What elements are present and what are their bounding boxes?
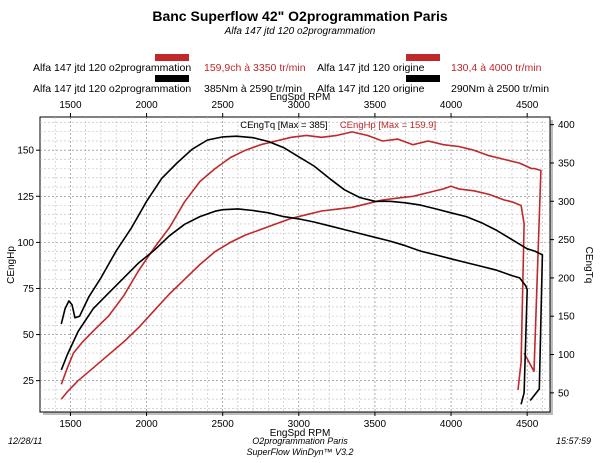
annotation-power-max: CEngHp [Max = 159.9] xyxy=(340,120,436,131)
y-right-tick-label: 200 xyxy=(558,273,575,284)
x-tick-label-top: 2500 xyxy=(212,100,235,111)
legend-left-value-1: 159,9ch à 3350 tr/min xyxy=(204,62,306,74)
footer-date: 12/28/11 xyxy=(8,436,43,446)
footer-time: 15:57:59 xyxy=(556,436,592,446)
series-line-4 xyxy=(60,208,529,405)
x-tick-label-top: 1500 xyxy=(59,100,82,111)
series-line-3 xyxy=(60,135,544,401)
legend-swatch-black-right xyxy=(406,75,440,82)
y-left-tick-label: 150 xyxy=(17,146,34,157)
chart-subtitle: Alfa 147 jtd 120 o2programmation xyxy=(224,26,376,37)
x-tick-label-bottom: 2500 xyxy=(212,419,235,430)
y-right-tick-label: 250 xyxy=(558,235,575,246)
plot-area xyxy=(39,116,551,413)
x-tick-label-top: 3000 xyxy=(288,100,311,111)
legend-left-name-2: Alfa 147 jtd 120 o2programmation xyxy=(33,83,192,95)
legend-swatch-black-left xyxy=(155,75,189,82)
x-tick-label-bottom: 4000 xyxy=(440,419,463,430)
x-tick-label-bottom: 3000 xyxy=(288,419,311,430)
x-tick-label-top: 4500 xyxy=(516,100,539,111)
y-left-tick-label: 50 xyxy=(23,330,35,341)
y-left-tick-label: 125 xyxy=(17,192,34,203)
x-tick-label-bottom: 3500 xyxy=(364,419,387,430)
annotation-torque-max: CEngTq [Max = 385] xyxy=(240,120,327,131)
legend-right-name-2: Alfa 147 jtd 120 origine xyxy=(317,83,425,95)
legend-left-value-2: 385Nm à 2590 tr/min xyxy=(204,83,303,95)
y-right-tick-label: 350 xyxy=(558,158,575,169)
legend-swatch-red-right xyxy=(406,54,440,61)
y-right-tick-label: 150 xyxy=(558,312,575,323)
chart-title: Banc Superflow 42" O2programmation Paris xyxy=(152,8,448,24)
y-left-tick-label: 25 xyxy=(23,376,35,387)
y-right-tick-label: 100 xyxy=(558,350,575,361)
x-tick-label-top: 4000 xyxy=(440,100,463,111)
footer-company: O2programmation Paris xyxy=(252,436,348,446)
y-right-axis-label: CEngTq xyxy=(583,247,594,284)
x-tick-label-bottom: 1500 xyxy=(59,419,82,430)
footer-software: SuperFlow WinDyn™ V3.2 xyxy=(246,447,354,457)
x-tick-label-bottom: 4500 xyxy=(516,419,539,430)
x-tick-label-bottom: 2000 xyxy=(135,419,158,430)
x-tick-label-top: 2000 xyxy=(135,100,158,111)
y-left-axis-label: CEngHp xyxy=(6,246,17,284)
y-left-tick-label: 75 xyxy=(23,284,35,295)
y-right-tick-label: 300 xyxy=(558,197,575,208)
y-right-tick-label: 400 xyxy=(558,120,575,131)
series-line-2 xyxy=(60,185,525,400)
legend-right-value-1: 130,4 à 4000 tr/min xyxy=(451,62,542,74)
y-right-tick-label: 50 xyxy=(558,388,570,399)
legend-right-value-2: 290Nm à 2500 tr/min xyxy=(451,83,550,95)
x-tick-label-top: 3500 xyxy=(364,100,387,111)
series-line-1 xyxy=(60,131,542,385)
legend-left-name-1: Alfa 147 jtd 120 o2programmation xyxy=(33,62,192,74)
legend-right-name-1: Alfa 147 jtd 120 origine xyxy=(317,62,425,74)
x-axis-label-top: EngSpd RPM xyxy=(270,92,331,103)
x-axis-label-bottom: EngSpd RPM xyxy=(270,428,331,439)
y-left-tick-label: 100 xyxy=(17,238,34,249)
legend-swatch-red-left xyxy=(155,54,189,61)
